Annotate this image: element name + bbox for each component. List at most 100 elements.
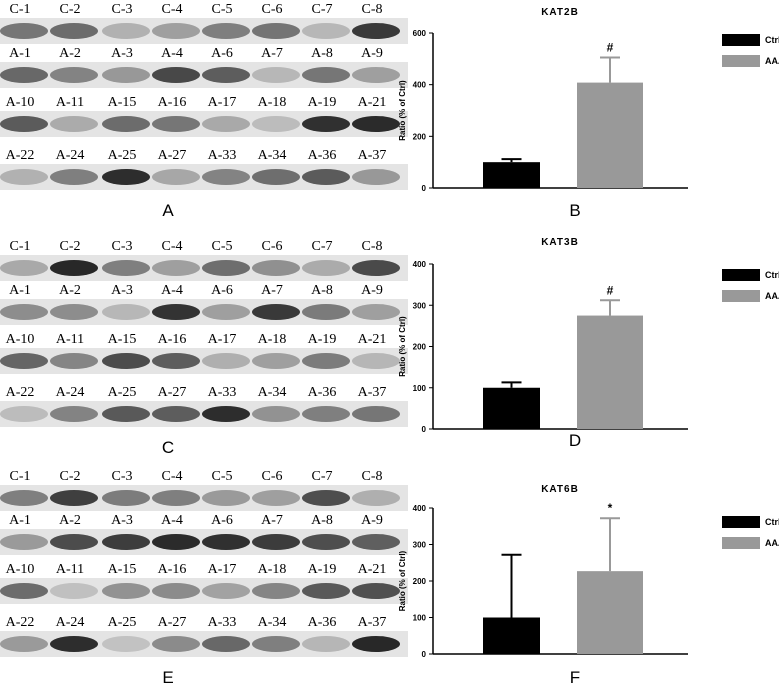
- band: [152, 490, 200, 506]
- lane-label: A-9: [361, 283, 383, 298]
- band: [302, 23, 350, 39]
- legend-swatch: [722, 290, 760, 302]
- lane-label: A-25: [108, 148, 137, 163]
- lane-label: A-21: [358, 562, 387, 577]
- band: [352, 67, 400, 83]
- y-tick-label: 300: [413, 301, 427, 310]
- lane-label: A-10: [6, 95, 35, 110]
- band: [152, 636, 200, 652]
- band: [202, 67, 250, 83]
- band: [152, 260, 200, 276]
- panel-letter: A: [162, 201, 174, 220]
- bar: [483, 162, 540, 188]
- lane-label: A-9: [361, 46, 383, 61]
- y-tick-label: 100: [413, 384, 427, 393]
- bar: [577, 315, 643, 429]
- band: [302, 583, 350, 599]
- lane-label: A-24: [56, 148, 85, 163]
- legend-swatch: [722, 55, 760, 67]
- lane-label: A-25: [108, 615, 137, 630]
- lane-label: A-10: [6, 332, 35, 347]
- band: [50, 534, 98, 550]
- error-bar: [501, 158, 522, 163]
- lane-label: A-8: [311, 46, 333, 61]
- lane-label: A-27: [158, 385, 187, 400]
- error-bar: [501, 553, 522, 618]
- chart-title: KAT2B: [541, 7, 579, 18]
- band: [202, 260, 250, 276]
- band: [302, 406, 350, 422]
- lane-label: A-7: [261, 513, 283, 528]
- lane-label: A-11: [56, 95, 84, 110]
- lane-label: A-36: [308, 148, 337, 163]
- lane-label: A-9: [361, 513, 383, 528]
- chart-title: KAT3B: [541, 237, 579, 248]
- lane-label: C-5: [212, 2, 233, 17]
- band: [302, 353, 350, 369]
- lane-label: A-8: [311, 513, 333, 528]
- band: [152, 67, 200, 83]
- band: [0, 260, 48, 276]
- lane-label: A-22: [6, 615, 35, 630]
- y-axis-label: Ratio (% of Ctrl): [398, 80, 407, 141]
- lane-label: C-1: [10, 2, 31, 17]
- lane-label: C-6: [262, 469, 283, 484]
- band: [252, 169, 300, 185]
- lane-label: A-8: [311, 283, 333, 298]
- band: [0, 636, 48, 652]
- band: [0, 534, 48, 550]
- band: [152, 116, 200, 132]
- lane-label: A-18: [258, 562, 287, 577]
- bar: [577, 82, 643, 188]
- band: [202, 116, 250, 132]
- lane-label: A-2: [59, 46, 81, 61]
- band: [302, 534, 350, 550]
- lane-label: C-2: [60, 469, 81, 484]
- legend-swatch: [722, 516, 760, 528]
- y-axis-label: Ratio (% of Ctrl): [398, 550, 407, 611]
- band: [252, 534, 300, 550]
- error-bar: [501, 381, 522, 388]
- band: [202, 490, 250, 506]
- lane-label: A-36: [308, 615, 337, 630]
- band: [202, 353, 250, 369]
- band: [102, 260, 150, 276]
- lane-label: A-16: [158, 95, 187, 110]
- y-tick-label: 100: [413, 614, 427, 623]
- lane-label: C-8: [362, 239, 383, 254]
- band: [202, 23, 250, 39]
- lane-label: A-27: [158, 148, 187, 163]
- band: [202, 304, 250, 320]
- band: [0, 583, 48, 599]
- lane-label: C-5: [212, 239, 233, 254]
- band: [152, 534, 200, 550]
- band: [352, 636, 400, 652]
- lane-label: A-17: [208, 562, 237, 577]
- lane-label: A-15: [108, 562, 137, 577]
- panel-letter: D: [569, 431, 581, 450]
- lane-label: A-11: [56, 332, 84, 347]
- band: [0, 169, 48, 185]
- lane-label: A-3: [111, 513, 133, 528]
- lane-label: A-1: [9, 46, 31, 61]
- lane-label: C-5: [212, 469, 233, 484]
- band: [352, 406, 400, 422]
- lane-label: A-22: [6, 385, 35, 400]
- lane-label: A-4: [161, 46, 183, 61]
- band: [0, 116, 48, 132]
- lane-label: A-17: [208, 95, 237, 110]
- lane-label: A-10: [6, 562, 35, 577]
- band: [252, 116, 300, 132]
- band: [50, 304, 98, 320]
- band: [202, 169, 250, 185]
- lane-label: A-2: [59, 513, 81, 528]
- lane-label: C-2: [60, 239, 81, 254]
- bar: [483, 387, 540, 429]
- band: [50, 583, 98, 599]
- y-tick-label: 0: [422, 184, 427, 193]
- lane-label: A-7: [261, 283, 283, 298]
- lane-label: A-37: [358, 148, 387, 163]
- band: [0, 353, 48, 369]
- band: [352, 353, 400, 369]
- band: [102, 23, 150, 39]
